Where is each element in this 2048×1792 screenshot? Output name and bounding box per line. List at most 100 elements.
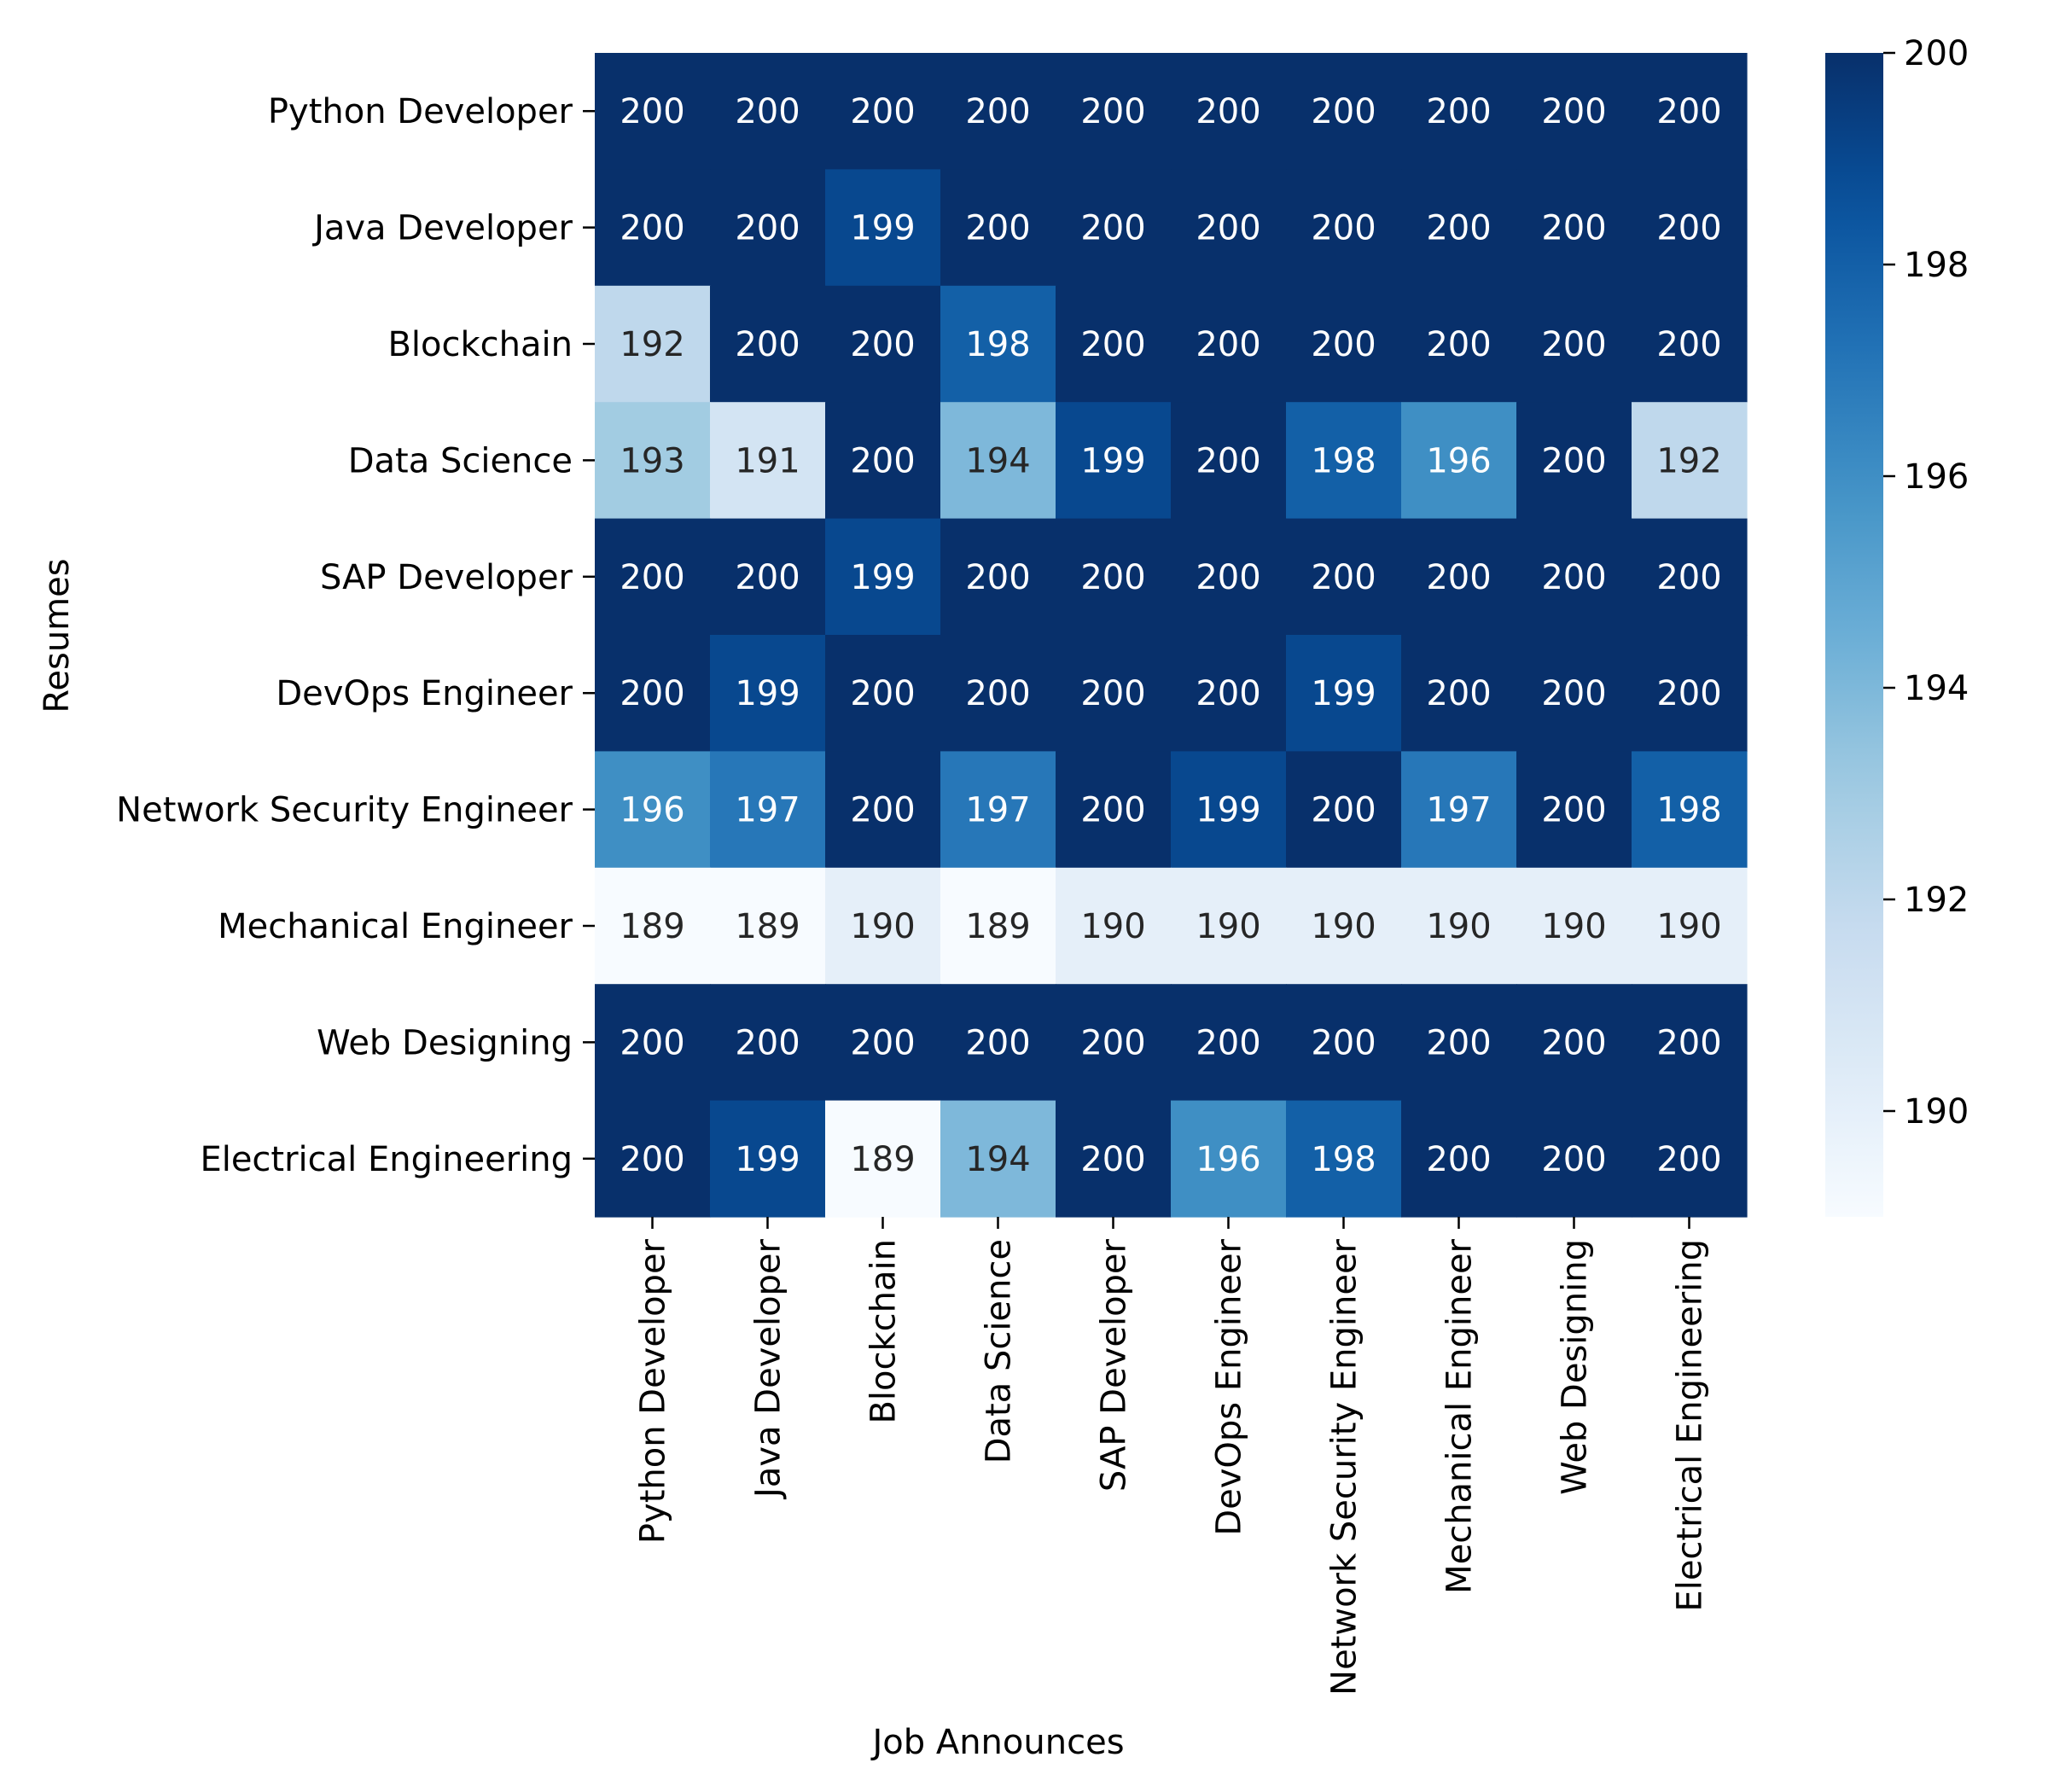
heatmap-cell xyxy=(1516,169,1632,287)
heatmap-cell xyxy=(710,402,826,520)
heatmap-cell xyxy=(825,53,941,170)
heatmap-cell xyxy=(1171,285,1287,403)
x-tick-label: Data Science xyxy=(980,1239,1019,1463)
cell-value: 199 xyxy=(850,558,915,597)
y-tick-label: Electrical Engineering xyxy=(200,1140,573,1179)
heatmap-cell xyxy=(1516,402,1632,520)
heatmap-cells xyxy=(595,53,1748,1218)
cell-value: 200 xyxy=(1080,1140,1145,1179)
heatmap-cell xyxy=(1056,518,1172,636)
heatmap-cell xyxy=(595,751,711,869)
cell-value: 200 xyxy=(1080,558,1145,597)
cell-value: 200 xyxy=(1196,209,1260,248)
cell-value: 200 xyxy=(1541,674,1606,713)
cell-value: 200 xyxy=(735,325,800,364)
cell-value: 200 xyxy=(850,791,915,830)
heatmap-cell xyxy=(1056,402,1172,520)
heatmap-cell xyxy=(1286,518,1402,636)
heatmap-cell xyxy=(1632,751,1748,869)
x-tick-label: SAP Developer xyxy=(1095,1238,1134,1492)
cell-value: 200 xyxy=(1656,558,1721,597)
heatmap-cell xyxy=(1401,867,1517,985)
heatmap-cell xyxy=(1516,635,1632,752)
cell-value: 198 xyxy=(1311,1140,1376,1179)
cell-value: 190 xyxy=(850,907,915,946)
heatmap-cell xyxy=(1632,867,1748,985)
heatmap-cell xyxy=(940,867,1056,985)
y-tick-label: Java Developer xyxy=(311,209,573,248)
heatmap-cell xyxy=(1056,867,1172,985)
cell-value: 200 xyxy=(1080,791,1145,830)
cell-value: 200 xyxy=(1311,1023,1376,1062)
x-tick-label: Network Security Engineer xyxy=(1325,1238,1364,1695)
cell-value: 200 xyxy=(1541,92,1606,131)
cell-value: 200 xyxy=(1426,92,1491,131)
heatmap-cell xyxy=(825,635,941,752)
cell-value: 200 xyxy=(1196,325,1260,364)
y-tick-label: Python Developer xyxy=(268,92,573,131)
heatmap-cell xyxy=(825,1100,941,1218)
heatmap-cell xyxy=(595,635,711,752)
heatmap-cell xyxy=(1056,1100,1172,1218)
cell-value: 200 xyxy=(735,558,800,597)
colorbar-tick-label: 198 xyxy=(1904,246,1969,285)
cell-value: 200 xyxy=(620,558,684,597)
cell-value: 197 xyxy=(1426,791,1491,830)
colorbar-tick-label: 190 xyxy=(1904,1092,1969,1132)
heatmap-cell xyxy=(1056,984,1172,1102)
cell-value: 200 xyxy=(1426,325,1491,364)
heatmap-cell xyxy=(1286,635,1402,752)
cell-value: 200 xyxy=(1080,674,1145,713)
heatmap-cell xyxy=(1056,53,1172,170)
cell-value: 200 xyxy=(1541,325,1606,364)
heatmap-cell xyxy=(1516,53,1632,170)
heatmap-cell xyxy=(710,635,826,752)
heatmap-cell xyxy=(1401,518,1517,636)
cell-value: 200 xyxy=(1196,674,1260,713)
cell-value: 200 xyxy=(965,674,1030,713)
heatmap-cell xyxy=(1056,285,1172,403)
cell-value: 199 xyxy=(1311,674,1376,713)
heatmap-cell xyxy=(595,53,711,170)
heatmap-cell xyxy=(940,518,1056,636)
heatmap-cell xyxy=(1171,635,1287,752)
heatmap-cell xyxy=(1401,169,1517,287)
colorbar-tick-label: 194 xyxy=(1904,669,1969,708)
x-tick-label: DevOps Engineer xyxy=(1210,1238,1249,1535)
x-tick-label: Mechanical Engineer xyxy=(1440,1238,1480,1593)
heatmap-cell xyxy=(1171,1100,1287,1218)
cell-value: 200 xyxy=(1080,209,1145,248)
cell-value: 200 xyxy=(1656,325,1721,364)
cell-value: 200 xyxy=(1311,209,1376,248)
y-tick-label: Blockchain xyxy=(387,325,573,364)
cell-value: 190 xyxy=(1541,907,1606,946)
heatmap-cell xyxy=(1286,867,1402,985)
heatmap-cell xyxy=(1632,53,1748,170)
cell-value: 196 xyxy=(1426,441,1491,480)
cell-value: 200 xyxy=(850,441,915,480)
cell-value: 200 xyxy=(1426,674,1491,713)
heatmap-cell xyxy=(710,984,826,1102)
heatmap-cell xyxy=(940,402,1056,520)
heatmap-cell xyxy=(1516,867,1632,985)
heatmap-cell xyxy=(1516,1100,1632,1218)
heatmap-cell xyxy=(1632,285,1748,403)
colorbar-tick-label: 192 xyxy=(1904,881,1969,920)
heatmap-cell xyxy=(940,53,1056,170)
cell-value: 200 xyxy=(1541,441,1606,480)
cell-value: 190 xyxy=(1080,907,1145,946)
heatmap-cell xyxy=(1056,635,1172,752)
cell-value: 200 xyxy=(1426,1023,1491,1062)
y-tick-label: Data Science xyxy=(348,441,573,480)
cell-value: 200 xyxy=(1656,92,1721,131)
cell-value: 196 xyxy=(1196,1140,1260,1179)
y-tick-label: SAP Developer xyxy=(320,558,573,597)
cell-value: 200 xyxy=(1311,558,1376,597)
heatmap-cell xyxy=(1632,402,1748,520)
colorbar-tick-label: 200 xyxy=(1904,34,1969,73)
heatmap-cell xyxy=(1632,984,1748,1102)
cell-value: 200 xyxy=(1656,1140,1721,1179)
heatmap-cell xyxy=(710,53,826,170)
cell-value: 200 xyxy=(1656,1023,1721,1062)
colorbar-tick-label: 196 xyxy=(1904,457,1969,497)
